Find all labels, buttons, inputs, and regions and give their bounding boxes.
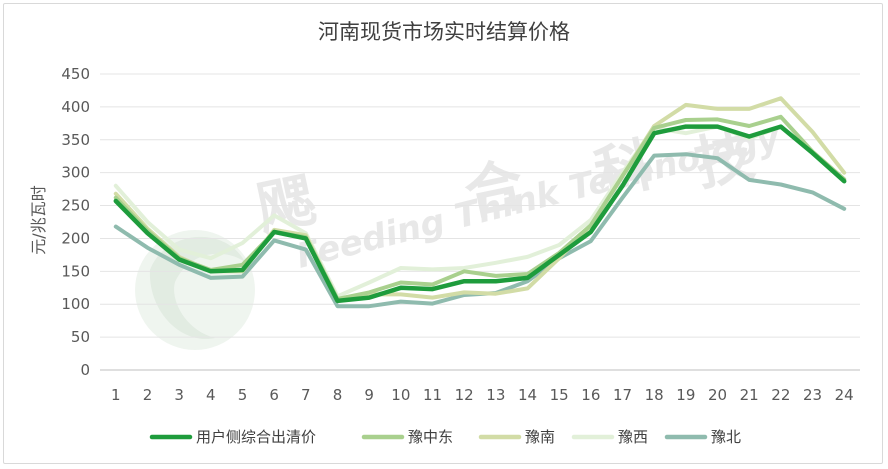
legend-label: 用户侧综合出清价 bbox=[196, 428, 316, 446]
series-lines bbox=[113, 96, 847, 309]
y-tick-label: 0 bbox=[80, 361, 90, 379]
legend-label: 豫南 bbox=[525, 428, 555, 446]
legend-item[interactable]: 豫中东 bbox=[361, 428, 453, 446]
y-tick-label: 300 bbox=[61, 164, 90, 182]
x-tick-label: 9 bbox=[364, 386, 374, 404]
y-tick-label: 200 bbox=[61, 229, 90, 247]
chart-title: 河南现货市场实时结算价格 bbox=[318, 20, 570, 44]
y-axis-ticks: 0 50 100 150 200 250 300 350 400 450 bbox=[61, 65, 90, 379]
x-tick-label: 15 bbox=[550, 386, 569, 404]
x-tick-label: 12 bbox=[455, 386, 474, 404]
x-tick-label: 3 bbox=[174, 386, 184, 404]
x-tick-label: 13 bbox=[486, 386, 505, 404]
x-tick-label: 16 bbox=[581, 386, 600, 404]
x-tick-label: 1 bbox=[111, 386, 121, 404]
x-tick-label: 10 bbox=[391, 386, 410, 404]
series-1 bbox=[113, 124, 847, 304]
legend[interactable]: 用户侧综合出清价 豫中东 豫南 豫西 豫北 bbox=[149, 428, 741, 446]
legend-item[interactable]: 豫西 bbox=[571, 428, 648, 446]
legend-item[interactable]: 豫北 bbox=[664, 428, 741, 446]
legend-label: 豫中东 bbox=[408, 428, 453, 446]
x-tick-label: 14 bbox=[518, 386, 537, 404]
x-axis-ticks: 1 2 3 4 5 6 7 8 9 10 11 12 13 14 15 16 17 18 19 20 21 22 23 24 bbox=[111, 386, 854, 404]
x-tick-label: 21 bbox=[740, 386, 759, 404]
x-tick-label: 2 bbox=[143, 386, 153, 404]
x-tick-label: 20 bbox=[708, 386, 727, 404]
series-line bbox=[113, 114, 847, 301]
x-tick-label: 17 bbox=[613, 386, 632, 404]
y-tick-label: 250 bbox=[61, 197, 90, 215]
legend-item[interactable]: 用户侧综合出清价 bbox=[149, 428, 316, 446]
x-tick-label: 7 bbox=[301, 386, 311, 404]
series-line bbox=[113, 124, 847, 304]
y-axis-label: 元/兆瓦时 bbox=[29, 185, 48, 254]
y-tick-label: 400 bbox=[61, 98, 90, 116]
y-tick-label: 150 bbox=[61, 262, 90, 280]
watermark-char: 技 bbox=[689, 120, 760, 199]
x-tick-label: 24 bbox=[835, 386, 854, 404]
x-tick-label: 4 bbox=[206, 386, 216, 404]
x-tick-label: 19 bbox=[676, 386, 695, 404]
x-tick-label: 6 bbox=[269, 386, 279, 404]
legend-label: 豫西 bbox=[618, 428, 648, 446]
gridlines bbox=[100, 73, 860, 371]
y-tick-label: 450 bbox=[61, 65, 90, 83]
x-tick-label: 23 bbox=[803, 386, 822, 404]
watermark-logo: 飔合科技Feeding Think Technology bbox=[135, 117, 785, 350]
legend-label: 豫北 bbox=[711, 428, 741, 446]
x-tick-label: 5 bbox=[238, 386, 248, 404]
y-tick-label: 50 bbox=[71, 328, 90, 346]
x-tick-label: 22 bbox=[771, 386, 790, 404]
x-tick-label: 11 bbox=[423, 386, 442, 404]
x-tick-label: 8 bbox=[333, 386, 343, 404]
watermark-char: 合 bbox=[459, 150, 530, 229]
x-tick-label: 18 bbox=[645, 386, 664, 404]
y-tick-label: 350 bbox=[61, 131, 90, 149]
legend-item[interactable]: 豫南 bbox=[478, 428, 555, 446]
y-tick-label: 100 bbox=[61, 295, 90, 313]
